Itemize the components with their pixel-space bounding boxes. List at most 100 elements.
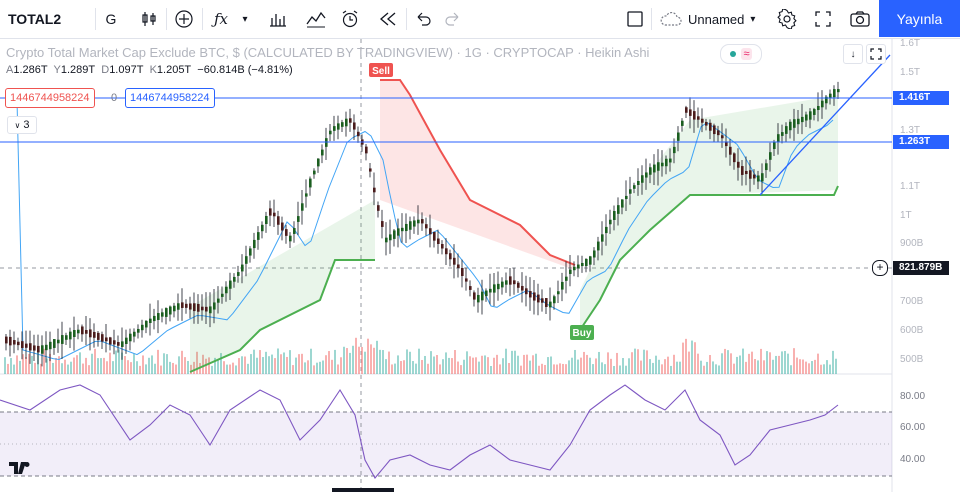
toolbar-separator bbox=[651, 8, 652, 30]
plus-circle-icon bbox=[175, 10, 193, 28]
volume-bar bbox=[289, 350, 291, 374]
volume-bar bbox=[418, 348, 420, 374]
candle-body bbox=[417, 219, 420, 224]
volume-bar bbox=[115, 350, 117, 374]
candle-body bbox=[5, 336, 8, 344]
volume-bar bbox=[445, 352, 447, 374]
candle-body bbox=[293, 228, 296, 234]
maximize-pane-button[interactable] bbox=[866, 44, 886, 64]
snapshot-button[interactable] bbox=[848, 0, 872, 38]
volume-bar bbox=[433, 356, 435, 374]
indicator-value-right[interactable]: 1446744958224 bbox=[125, 88, 215, 108]
candle-body bbox=[229, 280, 232, 289]
volume-bar bbox=[727, 350, 729, 374]
candle-body bbox=[45, 344, 48, 351]
candle-body bbox=[597, 241, 600, 251]
price-chart-canvas[interactable]: Sell Buy bbox=[0, 39, 960, 492]
volume-bar bbox=[808, 363, 810, 374]
interval-button[interactable]: G bbox=[105, 11, 117, 27]
volume-bar bbox=[337, 364, 339, 374]
volume-bar bbox=[667, 356, 669, 374]
volume-bar bbox=[160, 365, 162, 374]
volume-bar bbox=[481, 355, 483, 374]
candle-body bbox=[317, 158, 320, 167]
data-status-indicator[interactable]: ≈ bbox=[720, 44, 762, 64]
candle-body bbox=[669, 158, 672, 163]
horizontal-line-price-2[interactable]: 1.263T bbox=[893, 135, 949, 149]
volume-bar bbox=[55, 357, 57, 374]
redo-icon bbox=[445, 12, 459, 26]
fullscreen-select-button[interactable] bbox=[624, 0, 646, 38]
layout-menu[interactable]: Unnamed ▾ bbox=[660, 0, 755, 38]
alert-button[interactable] bbox=[338, 0, 362, 38]
candle-body bbox=[641, 175, 644, 183]
volume-bar bbox=[511, 350, 513, 374]
candle-body bbox=[105, 337, 108, 342]
volume-bar bbox=[130, 362, 132, 374]
candle-body bbox=[753, 174, 756, 179]
volume-bar bbox=[604, 364, 606, 374]
candle-body bbox=[453, 257, 456, 265]
indicators-button[interactable]: ƒx bbox=[208, 0, 234, 38]
candle-body bbox=[445, 248, 448, 255]
candle-body bbox=[441, 244, 444, 249]
symbol-search[interactable]: TOTAL2 bbox=[8, 11, 62, 27]
candle-body bbox=[337, 123, 340, 130]
volume-bar bbox=[4, 357, 6, 374]
strategy-button[interactable] bbox=[304, 0, 328, 38]
candle-body bbox=[153, 315, 156, 322]
publish-button[interactable]: Yayınla bbox=[879, 0, 960, 37]
volume-bar bbox=[616, 352, 618, 374]
volume-bar bbox=[820, 364, 822, 374]
candle-body bbox=[197, 303, 200, 312]
fullscreen-button[interactable] bbox=[812, 0, 834, 38]
add-alert-plus-icon[interactable]: + bbox=[872, 260, 888, 276]
volume-bar bbox=[556, 364, 558, 374]
cloud-icon bbox=[660, 11, 682, 26]
redo-button[interactable] bbox=[440, 0, 464, 38]
volume-bar bbox=[91, 353, 93, 374]
candle-body bbox=[801, 116, 804, 123]
volume-bar bbox=[100, 358, 102, 374]
volume-bar bbox=[262, 357, 264, 374]
volume-bar bbox=[397, 355, 399, 374]
volume-bar bbox=[457, 361, 459, 374]
undo-button[interactable] bbox=[412, 0, 436, 38]
volume-bar bbox=[214, 357, 216, 374]
candle-body bbox=[249, 248, 252, 256]
settings-button[interactable] bbox=[776, 0, 798, 38]
candle-body bbox=[545, 298, 548, 307]
indicators-dropdown[interactable]: ▾ bbox=[238, 0, 252, 38]
candle-body bbox=[341, 122, 344, 127]
candle-body bbox=[757, 175, 760, 182]
volume-bar bbox=[790, 365, 792, 374]
candle-body bbox=[205, 306, 208, 312]
candle-body bbox=[741, 166, 744, 175]
candle-body bbox=[469, 286, 472, 290]
candle-body bbox=[93, 331, 96, 338]
tradingview-logo[interactable] bbox=[6, 456, 36, 480]
volume-bar bbox=[454, 350, 456, 374]
volume-bar bbox=[193, 361, 195, 374]
candle-body bbox=[25, 343, 28, 348]
compare-add-button[interactable] bbox=[172, 0, 196, 38]
horizontal-line-price-1[interactable]: 1.416T bbox=[893, 91, 949, 105]
candle-body bbox=[421, 219, 424, 224]
volume-bar bbox=[187, 360, 189, 374]
volume-bar bbox=[436, 355, 438, 374]
scroll-to-latest-button[interactable]: ↓ bbox=[843, 44, 863, 64]
volume-bar bbox=[637, 349, 639, 374]
replay-button[interactable] bbox=[376, 0, 400, 38]
chart-type-button[interactable] bbox=[137, 0, 161, 38]
collapse-indicators-button[interactable]: ∨ 3 bbox=[7, 116, 37, 134]
indicator-templates-button[interactable] bbox=[266, 0, 290, 38]
volume-bar bbox=[259, 350, 261, 374]
candle-body bbox=[709, 122, 712, 131]
candle-body bbox=[409, 221, 412, 230]
candle-body bbox=[793, 119, 796, 128]
volume-bar bbox=[754, 359, 756, 374]
volume-bar bbox=[325, 355, 327, 374]
price-axis-label: 1.5T bbox=[900, 67, 921, 78]
indicator-value-left[interactable]: 1446744958224 bbox=[5, 88, 95, 108]
volume-bar bbox=[88, 365, 90, 374]
